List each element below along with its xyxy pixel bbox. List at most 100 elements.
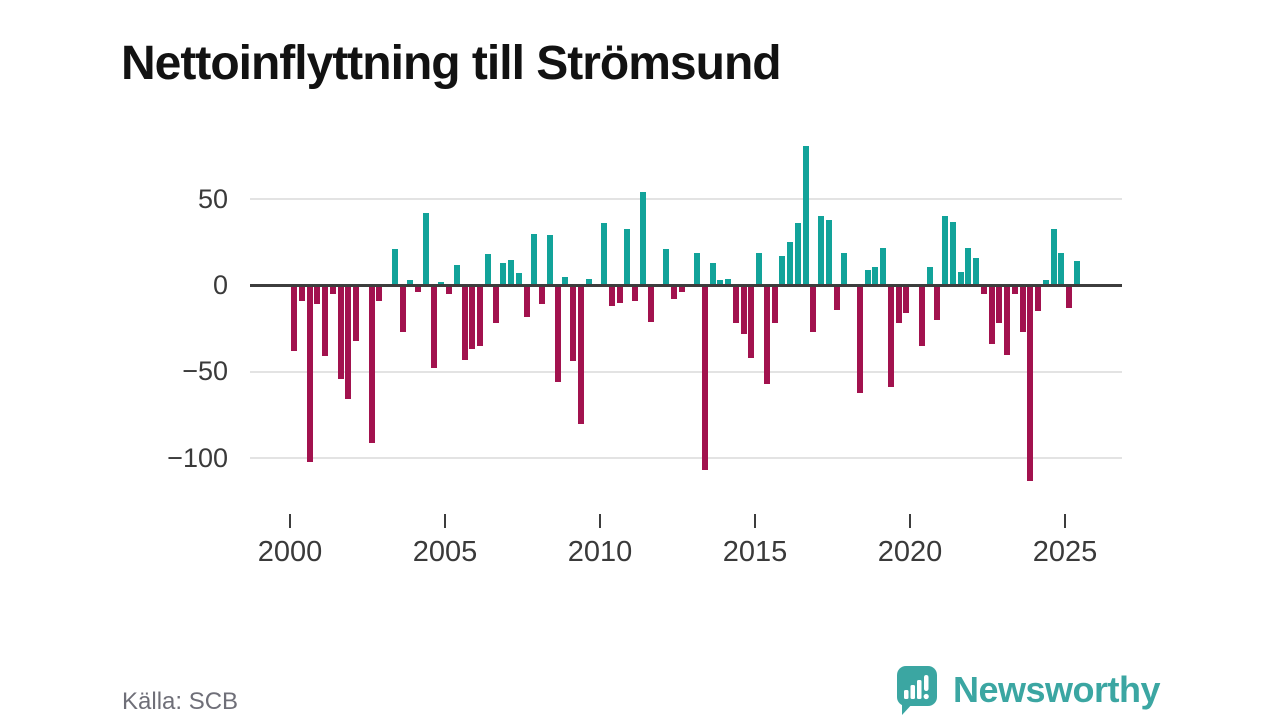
bar-2009-Q1 [570,285,576,362]
bar-2024-Q3 [1050,228,1057,286]
bar-2012-Q3 [678,285,685,293]
gridline--50 [250,370,1122,373]
bar-2001-Q1 [322,285,328,357]
bar-2005-Q3 [461,285,468,360]
bar-2000-Q1 [291,285,297,352]
bar-2022-Q3 [988,285,995,345]
bar-2020-Q4 [934,285,941,321]
bar-2023-Q3 [1019,285,1026,333]
bar-2019-Q4 [903,285,910,314]
bar-2017-Q3 [833,285,840,310]
bar-2007-Q1 [508,259,514,286]
bar-2020-Q2 [918,285,925,346]
x-tick-2015 [754,514,756,528]
bar-2002-Q1 [353,285,359,341]
x-tick-2010 [599,514,601,528]
bar-2004-Q3 [430,285,437,369]
newsworthy-icon [893,664,941,716]
bar-2002-Q4 [376,285,383,302]
bar-2006-Q2 [484,254,491,286]
zero-axis-line [250,284,1122,287]
bar-2010-Q4 [624,228,631,286]
x-axis-label-2025: 2025 [1032,536,1098,568]
bar-2004-Q4 [438,282,445,286]
bar-2023-Q1 [1004,285,1010,355]
bar-2001-Q2 [329,285,336,295]
bar-2020-Q3 [926,266,933,286]
y-axis-label--50: −50 [182,356,228,387]
bar-2009-Q2 [577,285,584,424]
bar-2010-Q3 [616,285,623,303]
bar-2003-Q3 [399,285,406,333]
bar-2016-Q2 [794,223,801,286]
x-tick-2000 [289,514,291,528]
bar-2018-Q3 [864,269,871,286]
bar-2003-Q2 [391,249,398,286]
bar-2015-Q1 [756,252,762,286]
bar-2016-Q3 [802,145,809,286]
bar-2022-Q4 [996,285,1003,324]
bar-2004-Q2 [422,212,429,286]
bar-2007-Q2 [515,273,522,286]
bar-2009-Q3 [585,278,592,286]
y-axis-label-50: 50 [197,183,228,214]
bar-2024-Q1 [1035,285,1041,312]
bar-2001-Q3 [337,285,344,379]
brand-name: Newsworthy [952,669,1161,710]
bar-2007-Q3 [523,285,530,317]
bar-2007-Q4 [531,233,538,286]
bar-2008-Q2 [546,235,553,286]
bar-2000-Q2 [298,285,305,302]
bar-2001-Q4 [345,285,352,400]
bar-2008-Q3 [554,285,561,383]
bar-2018-Q4 [872,266,879,286]
x-tick-2025 [1064,514,1066,528]
bar-2013-Q4 [717,280,724,286]
bar-2011-Q3 [647,285,654,322]
bar-2014-Q4 [748,285,755,359]
bar-2015-Q3 [771,285,778,324]
bar-2011-Q1 [632,285,638,302]
bar-2014-Q1 [725,278,731,286]
x-axis-label-2015: 2015 [722,536,788,568]
x-axis-label-2020: 2020 [877,536,943,568]
x-axis-label-2000: 2000 [257,536,323,568]
y-axis-label--100: −100 [167,442,228,473]
bar-2006-Q4 [500,263,507,286]
bar-2012-Q2 [670,285,677,300]
x-axis-label-2005: 2005 [412,536,478,568]
bar-2023-Q4 [1027,285,1034,481]
bar-2000-Q4 [314,285,321,305]
bar-2022-Q1 [973,257,979,286]
bar-2017-Q1 [818,216,824,286]
bar-2005-Q4 [469,285,476,350]
bar-2016-Q1 [787,242,793,286]
bar-2021-Q2 [949,221,956,286]
bar-2024-Q4 [1058,252,1065,286]
bar-2025-Q1 [1066,285,1072,308]
bar-2019-Q3 [895,285,902,324]
bar-2017-Q4 [841,252,848,286]
bar-2008-Q4 [562,276,569,286]
bar-2010-Q2 [608,285,615,307]
bar-2008-Q1 [539,285,545,305]
x-tick-2020 [909,514,911,528]
bar-2015-Q2 [763,285,770,384]
source-label: Källa: SCB [122,688,239,715]
bar-2013-Q2 [701,285,708,471]
bar-2021-Q3 [957,271,964,286]
bar-2004-Q1 [415,285,421,293]
bar-2010-Q1 [601,223,607,286]
bar-2012-Q1 [663,249,669,286]
bar-2017-Q2 [825,219,832,286]
bar-2021-Q1 [942,216,948,286]
bar-2013-Q3 [709,263,716,286]
bar-2014-Q2 [732,285,739,324]
x-tick-2005 [444,514,446,528]
y-axis-label-0: 0 [212,270,228,300]
bar-2006-Q3 [492,285,499,324]
bar-2023-Q2 [1011,285,1018,295]
bar-2002-Q3 [368,285,375,443]
brand-logo: Newsworthy [893,664,1161,716]
gridline-50 [250,198,1122,201]
